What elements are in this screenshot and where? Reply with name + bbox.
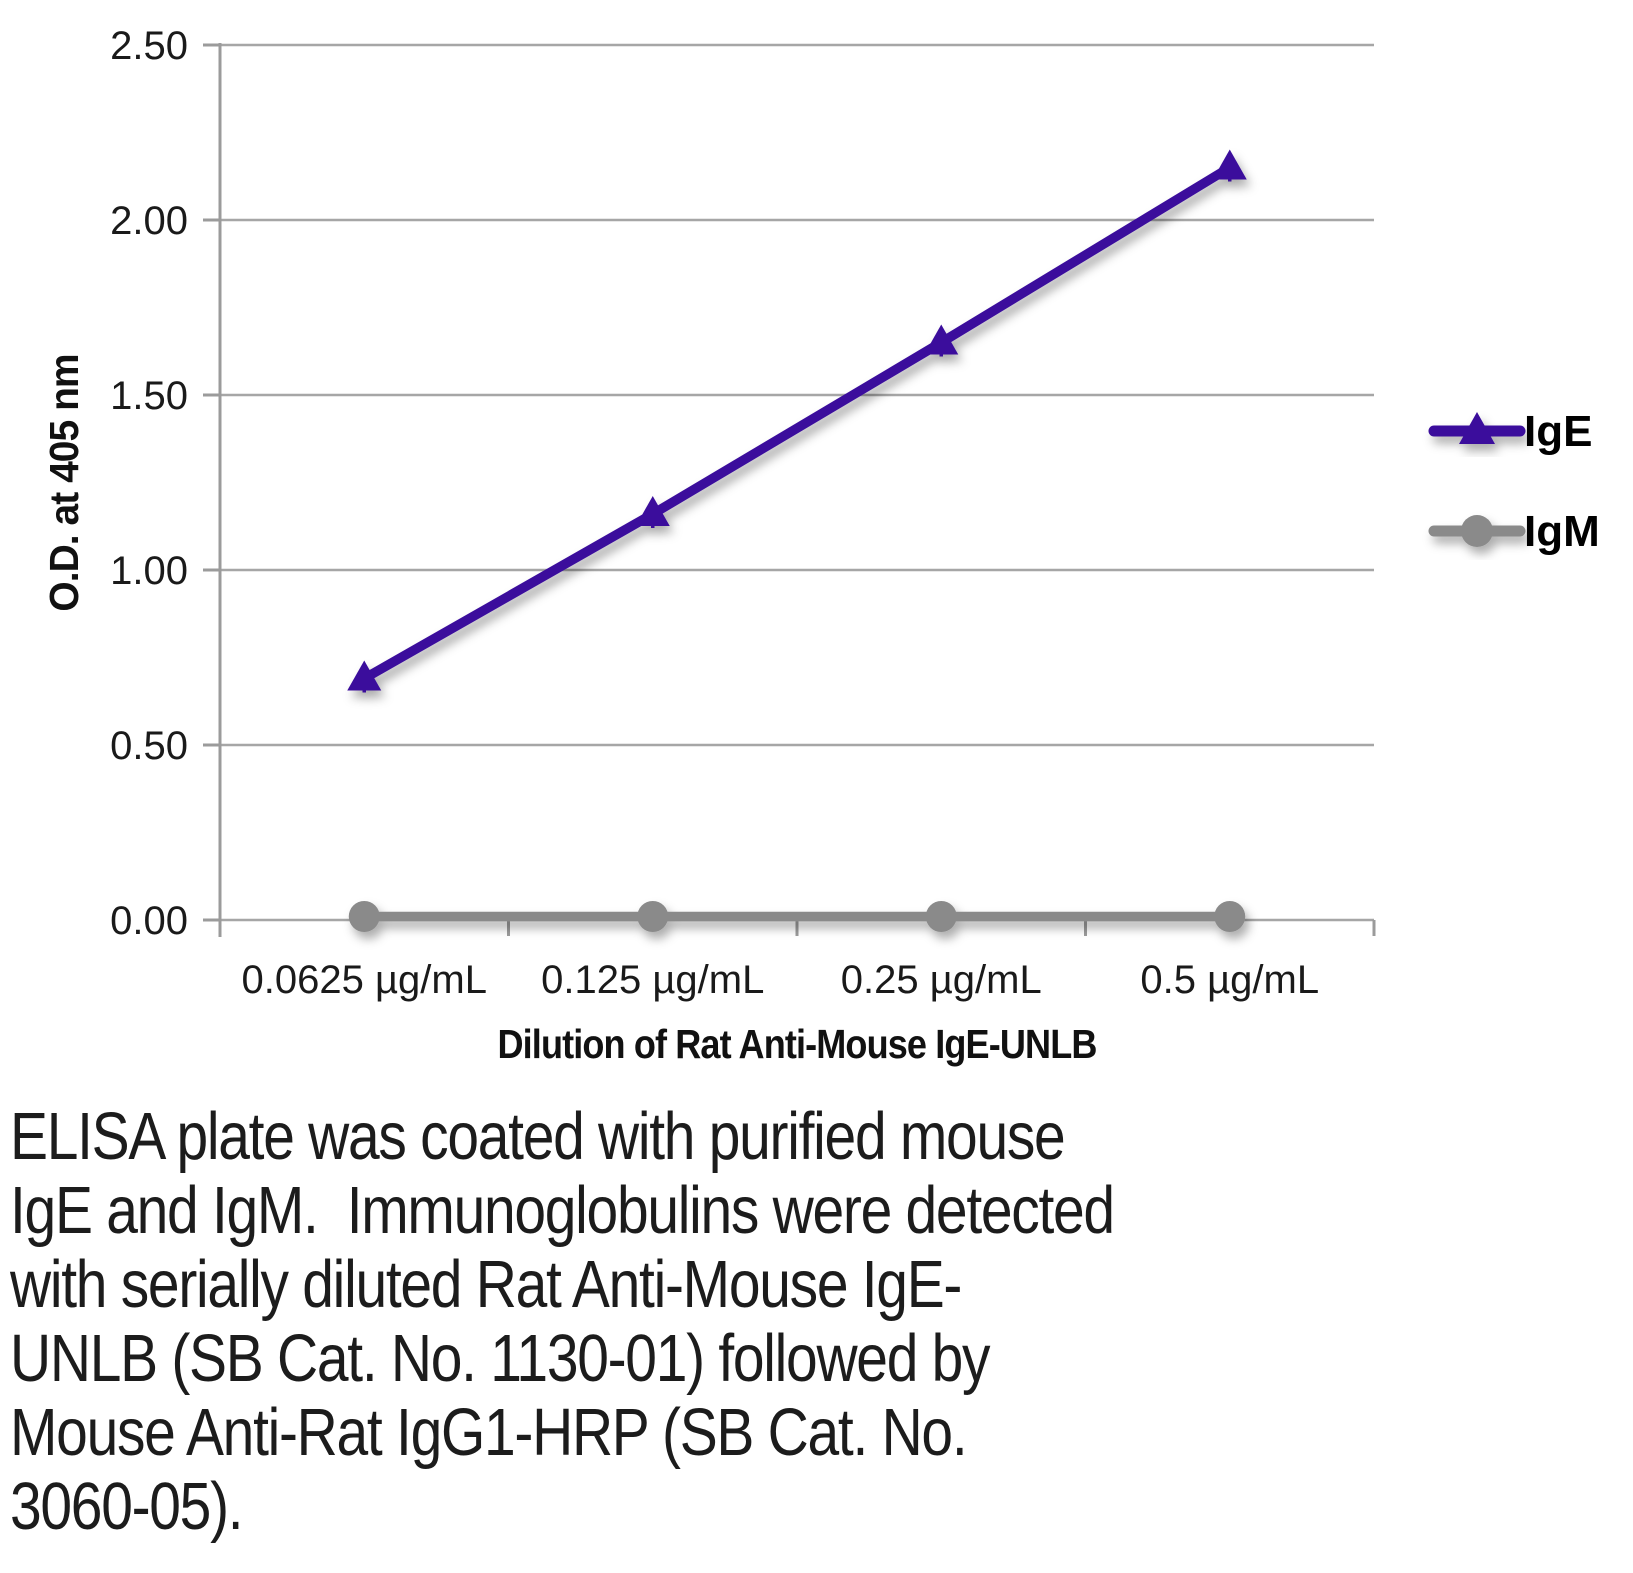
legend-marker-circle (1461, 515, 1493, 547)
x-axis-title: Dilution of Rat Anti-Mouse IgE-UNLB (497, 1022, 1096, 1068)
marker-triangle-ige (924, 324, 959, 355)
marker-circle-igm (637, 901, 669, 932)
y-tick-label: 0.00 (110, 899, 188, 943)
caption-line-6: 3060-05). (10, 1469, 244, 1544)
elisa-line-chart-svg: 0.00 0.50 1.00 1.50 2.00 2.50 0.0625 µg/mL 0.12… (42, 24, 1600, 1068)
caption-line-3: with serially diluted Rat Anti-Mouse IgE… (10, 1247, 962, 1322)
y-axis-title: O.D. at 405 nm (42, 354, 87, 611)
marker-circle-igm (1214, 901, 1246, 932)
legend-label-ige: IgE (1524, 407, 1592, 456)
legend-key-igm (1428, 515, 1526, 547)
legend-key-ige (1428, 412, 1526, 444)
series-group (347, 149, 1247, 932)
line-chart-area: 0.00 0.50 1.00 1.50 2.00 2.50 0.0625 µg/mL 0.12… (42, 24, 1600, 1068)
marker-triangle-ige (635, 496, 670, 526)
y-tick-label: 0.50 (110, 724, 188, 768)
marker-triangle-ige (347, 660, 382, 691)
y-tick-label: 2.00 (110, 199, 188, 243)
legend-label-igm: IgM (1524, 507, 1600, 556)
series-line-ige (359, 162, 1235, 684)
caption-line-5: Mouse Anti-Rat IgG1-HRP (SB Cat. No. (10, 1395, 968, 1470)
marker-triangle-ige (1212, 149, 1247, 180)
marker-circle-igm (348, 901, 380, 932)
figure-caption: ELISA plate was coated with purified mou… (10, 1100, 1630, 1544)
caption-line-1: ELISA plate was coated with purified mou… (10, 1099, 1066, 1174)
y-tick-label: 1.50 (110, 374, 188, 418)
x-tick-label: 0.5 µg/mL (1140, 958, 1319, 1002)
x-tick-label: 0.25 µg/mL (841, 958, 1042, 1002)
y-tick-label: 1.00 (110, 549, 188, 593)
x-tick-label: 0.125 µg/mL (541, 958, 764, 1002)
y-tick-label: 2.50 (110, 24, 188, 68)
caption-line-2: IgE and IgM. Immunoglobulins were detect… (10, 1173, 1115, 1248)
x-tick-label: 0.0625 µg/mL (242, 958, 487, 1002)
caption-line-4: UNLB (SB Cat. No. 1130-01) followed by (10, 1321, 991, 1396)
legend-marker-triangle (1459, 412, 1495, 444)
marker-circle-igm (925, 901, 957, 932)
